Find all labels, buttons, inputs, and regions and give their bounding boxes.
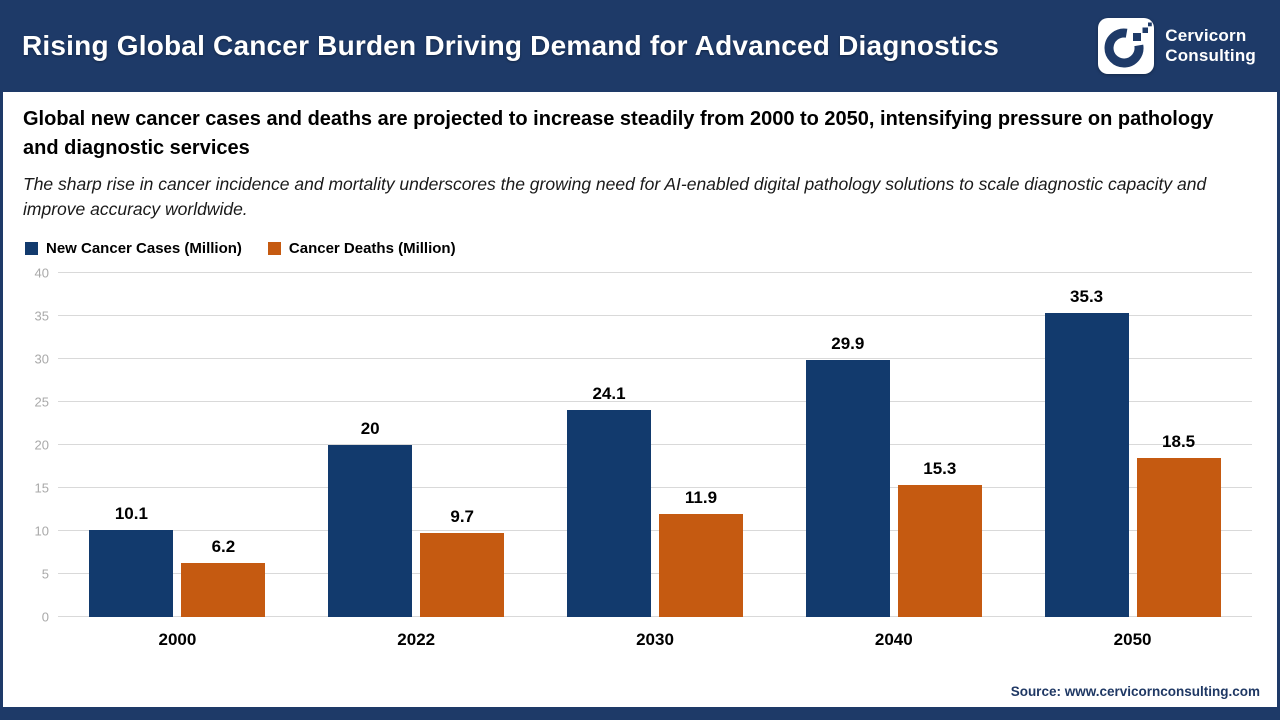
y-tick-label: 30	[34, 351, 49, 367]
gridline	[58, 486, 1252, 488]
bar-wrap: 9.7	[420, 507, 505, 617]
plot-area: 0 5 10 15 20 25 30 35 40 10.1 6.2 20 9.7 24.1 11.9 29.9…	[35, 265, 1252, 624]
legend: New Cancer Cases (Million) Cancer Deaths …	[25, 240, 1257, 257]
bar-chart: 0 5 10 15 20 25 30 35 40 10.1 6.2 20 9.7 24.1 11.9 29.9…	[23, 265, 1257, 650]
bar-wrap: 18.5	[1136, 431, 1221, 617]
chart-subtext: The sharp rise in cancer incidence and m…	[23, 174, 1207, 220]
bar-value-label: 29.9	[831, 333, 865, 353]
bar-group-2050: 35.3 18.5	[1013, 273, 1252, 617]
bar-wrap: 20	[328, 418, 413, 617]
bar-wrap: 11.9	[658, 488, 743, 617]
x-axis-label: 2000	[158, 629, 197, 649]
legend-swatch-icon	[25, 241, 38, 255]
bar-wrap: 6.2	[181, 537, 266, 617]
gridline	[58, 400, 1252, 402]
bar-2022	[328, 444, 413, 617]
bar-group-2022: 20 9.7	[297, 273, 536, 617]
bar-group-2040: 29.9 15.3	[774, 273, 1013, 617]
legend-item-0: New Cancer Cases (Million)	[25, 240, 242, 257]
logo-text: Cervicorn Consulting	[1165, 26, 1256, 66]
y-tick-label: 15	[34, 480, 49, 496]
bar-2030	[566, 409, 651, 617]
logo-text-line1: Cervicorn	[1165, 25, 1247, 45]
legend-swatch-icon	[267, 241, 281, 255]
bar-2000	[181, 563, 266, 617]
bar-wrap: 24.1	[566, 383, 651, 617]
source-attribution: Source: www.cervicornconsulting.com	[1010, 684, 1260, 699]
bar-value-label: 10.1	[114, 503, 148, 523]
y-tick-label: 10	[34, 523, 49, 539]
y-tick-label: 0	[41, 609, 49, 625]
bar-wrap: 10.1	[89, 503, 174, 617]
page-title: Rising Global Cancer Burden Driving Dema…	[22, 30, 999, 61]
legend-label: New Cancer Cases (Million)	[46, 239, 242, 257]
footer-bar	[0, 707, 1280, 720]
bar-value-label: 35.3	[1070, 287, 1104, 307]
x-axis-label: 2050	[1113, 629, 1152, 649]
gridline	[58, 572, 1252, 574]
gridline	[58, 615, 1252, 617]
bar-2040	[897, 485, 982, 617]
x-axis-label: 2040	[874, 629, 913, 649]
bar-wrap: 29.9	[805, 333, 890, 617]
x-axis-label: 2022	[397, 629, 436, 649]
bar-wrap: 15.3	[897, 459, 982, 617]
bar-value-label: 15.3	[923, 459, 957, 479]
bar-value-label: 18.5	[1162, 431, 1196, 451]
legend-item-1: Cancer Deaths (Million)	[267, 239, 456, 257]
bar-wrap: 35.3	[1044, 287, 1129, 617]
content-area: Global new cancer cases and deaths are p…	[0, 92, 1280, 707]
bar-value-label: 9.7	[450, 507, 474, 527]
bar-2040	[805, 359, 890, 617]
x-axis-label: 2030	[636, 629, 674, 649]
chart-headline: Global new cancer cases and deaths are p…	[23, 108, 1214, 159]
gridline	[58, 443, 1252, 445]
legend-label: Cancer Deaths (Million)	[288, 239, 456, 257]
y-tick-label: 25	[34, 394, 49, 410]
bar-2030	[658, 514, 743, 617]
bar-groups: 10.1 6.2 20 9.7 24.1 11.9 29.9 15.3 35.3 18.5	[58, 273, 1252, 617]
y-tick-label: 35	[34, 308, 49, 324]
bar-2050	[1044, 313, 1129, 617]
bar-group-2000: 10.1 6.2	[58, 273, 297, 617]
x-axis-labels: 2000 2022 2030 2040 2050	[58, 617, 1252, 650]
bar-2000	[89, 529, 174, 617]
bar-value-label: 24.1	[592, 383, 626, 403]
bar-group-2030: 24.1 11.9	[536, 273, 775, 617]
cervicorn-logo: Cervicorn Consulting	[1098, 18, 1256, 74]
gridline	[58, 357, 1252, 359]
y-tick-label: 5	[41, 566, 49, 582]
bar-value-label: 20	[360, 418, 380, 438]
gridline	[58, 314, 1252, 316]
logo-text-line2: Consulting	[1165, 46, 1256, 65]
bar-value-label: 11.9	[684, 488, 718, 508]
bar-value-label: 6.2	[211, 537, 236, 557]
y-tick-label: 20	[34, 437, 49, 453]
cervicorn-logo-icon	[1098, 18, 1155, 74]
bar-2022	[420, 533, 505, 617]
y-tick-label: 40	[34, 265, 49, 281]
gridline	[58, 529, 1252, 531]
bar-2050	[1136, 457, 1221, 617]
gridline	[58, 271, 1252, 273]
header-bar: Rising Global Cancer Burden Driving Dema…	[0, 0, 1280, 92]
